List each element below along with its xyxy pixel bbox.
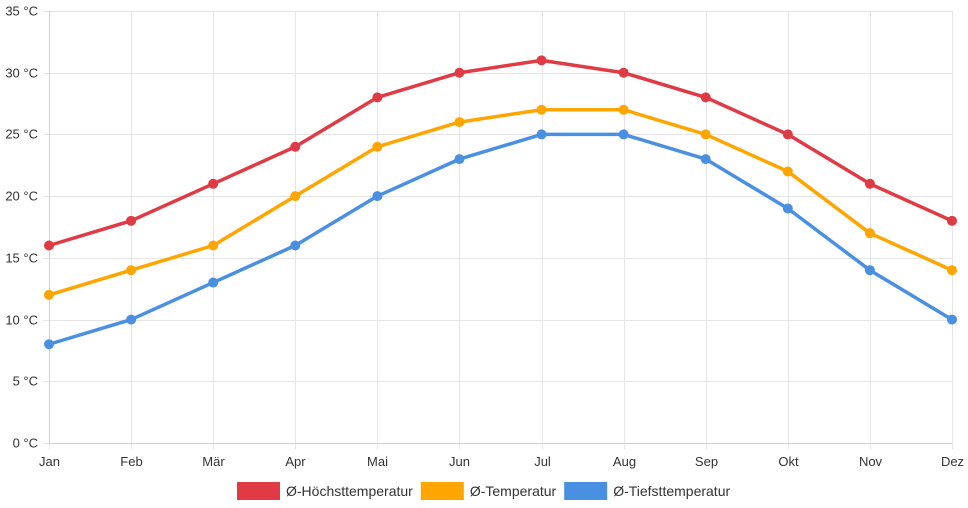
data-point (44, 339, 54, 350)
y-tick-label: 20 °C (5, 189, 38, 204)
legend-label: Ø-Temperatur (470, 483, 557, 499)
x-tick-label: Okt (778, 454, 799, 469)
data-point (618, 129, 629, 140)
y-tick-label: 10 °C (5, 313, 38, 328)
legend-swatch (237, 482, 280, 500)
data-point (372, 141, 383, 152)
data-point (44, 240, 54, 251)
data-point (700, 129, 711, 140)
series-2 (44, 104, 957, 300)
axes: 0 °C 5 °C 10 °C 15 °C 20 °C 25 °C 30 °C 35 °C Ja… (5, 4, 964, 470)
series-3 (44, 129, 957, 350)
data-point (454, 117, 465, 128)
data-point (372, 92, 383, 103)
x-tick-label: Jun (449, 454, 470, 469)
y-tick-label: 35 °C (5, 4, 38, 19)
data-point (454, 154, 465, 165)
x-tick-label: Nov (859, 454, 883, 469)
y-tick-label: 30 °C (5, 66, 38, 81)
data-point (782, 203, 793, 214)
data-point (44, 289, 54, 300)
legend-item: Ø-Tiefsttemperatur (564, 482, 730, 500)
data-point (290, 191, 301, 202)
data-point (126, 265, 137, 276)
data-point (618, 104, 629, 115)
data-point (208, 178, 219, 189)
data-point (864, 228, 875, 239)
data-point (864, 178, 875, 189)
data-point (947, 265, 957, 276)
data-point (126, 215, 137, 226)
x-tick-label: Feb (120, 454, 142, 469)
y-tick-label: 15 °C (5, 251, 38, 266)
series-line (47, 132, 954, 347)
legend-swatch (564, 482, 608, 500)
y-tick-label: 5 °C (13, 374, 38, 389)
data-point (864, 265, 875, 276)
series-line (47, 107, 954, 297)
legend-swatch (420, 482, 464, 500)
data-point (536, 129, 547, 140)
data-point (208, 240, 219, 251)
x-tick-label: Sep (695, 454, 718, 469)
y-tick-label: 25 °C (5, 127, 38, 142)
data-point (700, 154, 711, 165)
data-point (782, 166, 793, 177)
x-tick-label: Apr (285, 454, 306, 469)
data-point (947, 314, 957, 325)
x-tick-label: Dez (941, 454, 964, 469)
x-tick-label: Jan (39, 454, 60, 469)
y-tick-label: 0 °C (13, 436, 38, 451)
data-point (536, 55, 547, 66)
data-point (290, 240, 301, 251)
series-1 (44, 55, 957, 251)
x-tick-label: Aug (613, 454, 636, 469)
data-point (372, 191, 383, 202)
data-point (454, 67, 465, 78)
data-point (208, 277, 219, 288)
data-point (700, 92, 711, 103)
data-point (536, 104, 547, 115)
legend-item: Ø-Höchsttemperatur (237, 482, 413, 500)
series-line (47, 58, 954, 248)
data-point (618, 67, 629, 78)
legend-label: Ø-Tiefsttemperatur (613, 483, 730, 499)
data-point (126, 314, 137, 325)
x-tick-label: Jul (534, 454, 551, 469)
x-tick-label: Mai (367, 454, 388, 469)
data-point (782, 129, 793, 140)
legend-label: Ø-Höchsttemperatur (286, 483, 413, 499)
legend-item: Ø-Temperatur (420, 482, 557, 500)
legend: Ø-Höchsttemperatur Ø-Temperatur Ø-Tiefstte… (237, 482, 730, 500)
series (44, 55, 957, 350)
data-point (947, 215, 957, 226)
grid (43, 11, 953, 449)
x-tick-label: Mär (202, 454, 225, 469)
data-point (290, 141, 301, 152)
